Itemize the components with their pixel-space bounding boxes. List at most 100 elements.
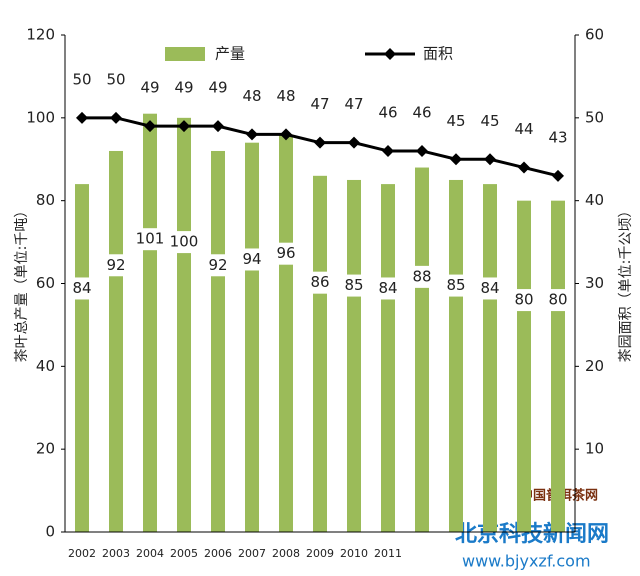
value-label-bg: [407, 265, 437, 288]
value-label-bg: [339, 274, 369, 297]
value-label: 43: [548, 128, 567, 146]
bar: [517, 200, 531, 532]
bar: [449, 179, 463, 533]
marker: [76, 111, 88, 124]
x-tick-label: 2008: [272, 547, 300, 560]
marker: [552, 169, 564, 182]
marker: [280, 128, 292, 141]
value-label: 49: [174, 79, 193, 97]
watermark: 北京科技新闻网: [455, 521, 609, 547]
marker: [246, 128, 258, 141]
marker: [314, 136, 326, 149]
value-label: 84: [480, 279, 499, 297]
y2-tick-label: 50: [585, 108, 604, 126]
value-label: 85: [446, 276, 465, 294]
marker: [450, 153, 462, 166]
value-label-bg: [373, 277, 403, 300]
value-label: 84: [378, 279, 397, 297]
value-label: 48: [242, 87, 261, 105]
x-tick-label: 2006: [204, 547, 232, 560]
value-label: 45: [480, 112, 499, 130]
value-label: 96: [276, 244, 295, 262]
value-label-bg: [509, 289, 539, 312]
bar: [75, 184, 89, 532]
y2-tick-label: 10: [585, 440, 604, 458]
value-label: 84: [72, 279, 91, 297]
x-tick-label: 2004: [136, 547, 164, 560]
value-label-bg: [543, 289, 573, 312]
y2-tick-label: 30: [585, 274, 604, 292]
legend-swatch: [165, 47, 205, 61]
marker: [178, 120, 190, 133]
bar: [245, 142, 259, 532]
value-label: 47: [310, 95, 329, 113]
value-label: 94: [242, 250, 261, 268]
y-tick-label: 40: [36, 357, 55, 375]
marker: [348, 136, 360, 149]
bar: [381, 184, 395, 532]
value-label: 86: [310, 273, 329, 291]
bar: [143, 113, 157, 533]
value-label: 88: [412, 267, 431, 285]
value-label: 80: [548, 291, 567, 309]
value-label-bg: [237, 248, 267, 271]
y-tick-label: 100: [26, 108, 55, 126]
bar: [313, 175, 327, 533]
bar: [109, 150, 123, 532]
bar: [211, 150, 225, 532]
bar: [177, 117, 191, 532]
value-label: 85: [344, 276, 363, 294]
value-label: 48: [276, 87, 295, 105]
x-tick-label: 2002: [68, 547, 96, 560]
y-tick-label: 80: [36, 191, 55, 209]
legend-swatch: [384, 48, 396, 60]
bar: [551, 200, 565, 532]
value-label: 47: [344, 95, 363, 113]
value-label: 92: [106, 256, 125, 274]
x-tick-label: 2007: [238, 547, 266, 560]
value-label-bg: [101, 254, 131, 277]
y-tick-label: 20: [36, 440, 55, 458]
x-tick-label: 2010: [340, 547, 368, 560]
value-label: 101: [136, 230, 165, 248]
x-tick-label: 2003: [102, 547, 130, 560]
value-label: 46: [378, 103, 397, 121]
x-tick-label: 2005: [170, 547, 198, 560]
value-label: 49: [208, 79, 227, 97]
legend-label: 面积: [423, 45, 453, 63]
value-label-bg: [169, 231, 199, 254]
y2-axis-label: 茶园面积（单位:千公顷）: [618, 204, 634, 363]
value-label: 45: [446, 112, 465, 130]
y2-tick-label: 20: [585, 357, 604, 375]
y2-tick-label: 40: [585, 191, 604, 209]
marker: [110, 111, 122, 124]
value-label: 100: [170, 233, 199, 251]
y-tick-label: 0: [45, 523, 55, 541]
marker: [416, 144, 428, 157]
marker: [518, 161, 530, 174]
bar: [279, 134, 293, 532]
watermark: www.bjyxzf.com: [462, 552, 591, 571]
marker: [382, 144, 394, 157]
value-label: 49: [140, 79, 159, 97]
marker: [144, 120, 156, 133]
value-label: 50: [72, 70, 91, 88]
y-tick-label: 120: [26, 26, 55, 44]
y-tick-label: 60: [36, 274, 55, 292]
bar: [347, 179, 361, 533]
value-label-bg: [135, 228, 165, 251]
marker: [484, 153, 496, 166]
bar: [415, 167, 429, 533]
x-tick-label: 2009: [306, 547, 334, 560]
y-axis-label: 茶叶总产量（单位:千吨）: [14, 204, 30, 363]
value-label-bg: [475, 277, 505, 300]
value-label-bg: [305, 271, 335, 294]
marker: [212, 120, 224, 133]
legend-label: 产量: [215, 45, 245, 63]
value-label-bg: [441, 274, 471, 297]
value-label-bg: [271, 242, 301, 265]
value-label-bg: [67, 277, 97, 300]
value-label: 44: [514, 120, 533, 138]
value-label: 80: [514, 291, 533, 309]
